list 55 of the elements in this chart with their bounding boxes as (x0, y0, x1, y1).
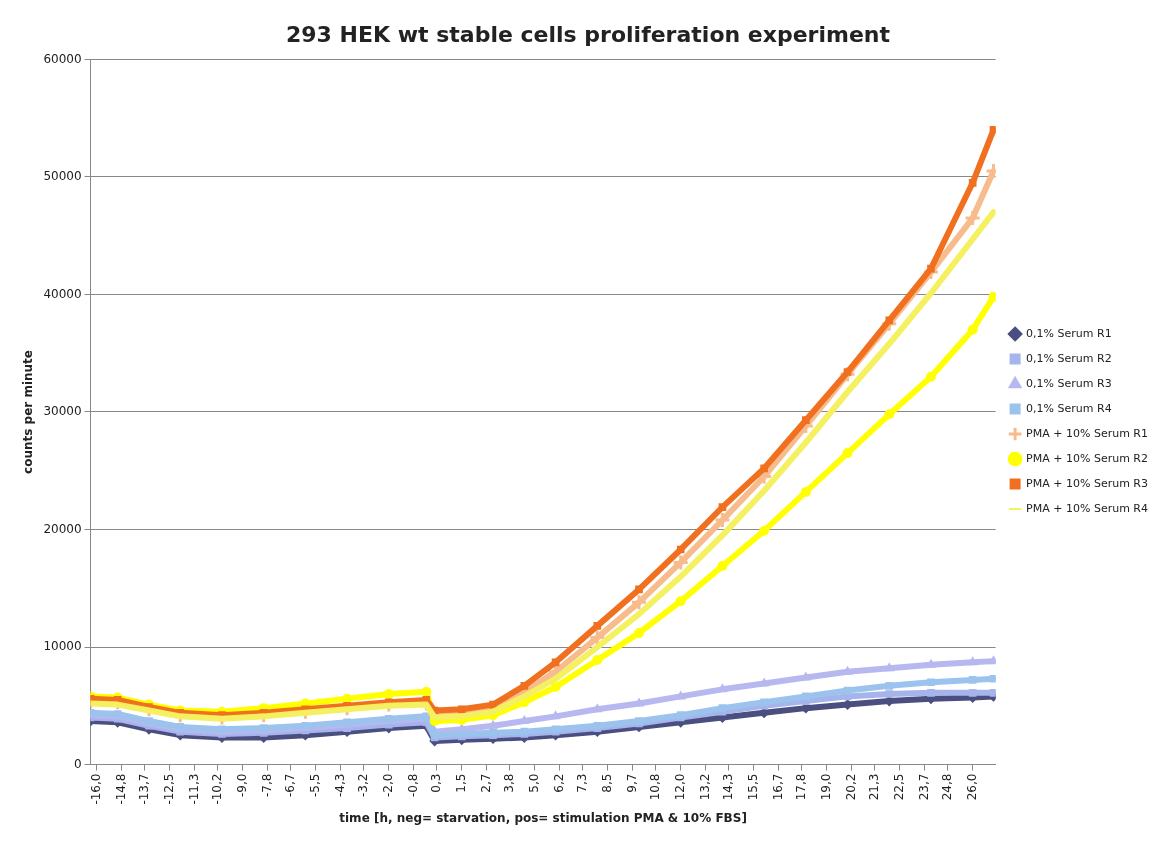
x-tick-label: 20,2 (843, 773, 858, 801)
y-tick-label: 40000 (43, 286, 82, 301)
y-tick-label: 60000 (43, 51, 82, 66)
x-tick-label: -3,2 (355, 773, 370, 797)
x-tick-label: -11,3 (186, 773, 201, 805)
x-tick-label: 3,8 (501, 773, 516, 793)
x-tick-label: -2,0 (380, 773, 395, 797)
x-tick-label: 10,8 (647, 773, 662, 801)
x-tick-label: 12,0 (672, 773, 687, 801)
legend-label: PMA + 10% Serum R4 (1026, 501, 1148, 515)
legend-label: 0,1% Serum R4 (1026, 401, 1112, 415)
x-tick-label: 7,3 (574, 773, 589, 793)
x-tick-label: 5,0 (526, 773, 541, 793)
x-tick-label: -7,8 (259, 773, 274, 797)
x-tick-label: 19,0 (818, 773, 833, 801)
x-tick-label: -13,7 (136, 773, 151, 805)
x-tick-label: 14,3 (720, 773, 735, 801)
x-tick-label: 23,7 (916, 773, 931, 801)
legend-label: 0,1% Serum R3 (1026, 376, 1112, 390)
y-tick-label: 10000 (43, 639, 82, 654)
x-tick-label: 2,7 (478, 773, 493, 793)
y-tick-label: 0 (73, 756, 82, 771)
x-tick-label: 9,7 (624, 773, 639, 793)
x-tick-label: -14,8 (113, 773, 128, 805)
y-tick-label: 20000 (43, 521, 82, 536)
x-tick-label: -16,0 (88, 773, 103, 805)
x-tick-label: 26,0 (964, 773, 979, 801)
x-tick-label: 24,8 (939, 773, 954, 801)
x-tick-label: 6,2 (551, 773, 566, 793)
legend-label: PMA + 10% Serum R1 (1026, 426, 1148, 440)
legend-label: PMA + 10% Serum R3 (1026, 476, 1148, 490)
x-tick-label: -4,3 (332, 773, 347, 797)
y-tick-label: 50000 (43, 169, 82, 184)
x-tick-label: 15,5 (745, 773, 760, 801)
x-tick-label: -12,5 (161, 773, 176, 805)
x-tick-label: 17,8 (793, 773, 808, 801)
x-tick-label: -10,2 (209, 773, 224, 805)
x-tick-label: 1,5 (453, 773, 468, 793)
x-tick-label: 8,5 (599, 773, 614, 793)
x-tick-label: -9,0 (234, 773, 249, 797)
x-tick-label: -0,8 (405, 773, 420, 797)
legend-label: 0,1% Serum R1 (1026, 326, 1112, 340)
y-axis-title: counts per minute (21, 350, 36, 474)
x-tick-label: 21,3 (866, 773, 881, 801)
y-tick-label: 30000 (43, 404, 82, 419)
legend-label: PMA + 10% Serum R2 (1026, 451, 1148, 465)
x-tick-label: -5,5 (307, 773, 322, 797)
chart-title: 293 HEK wt stable cells proliferation experiment (285, 21, 891, 47)
x-tick-label: -6,7 (282, 773, 297, 797)
x-tick-label: 0,3 (428, 773, 443, 793)
x-tick-label: 22,5 (891, 773, 906, 801)
x-tick-label: 16,7 (770, 773, 785, 801)
legend-label: 0,1% Serum R2 (1026, 351, 1112, 365)
x-axis-title: time [h, neg= starvation, pos= stimulation PMA & 10% FBS] (339, 810, 747, 825)
x-tick-label: 13,2 (697, 773, 712, 801)
